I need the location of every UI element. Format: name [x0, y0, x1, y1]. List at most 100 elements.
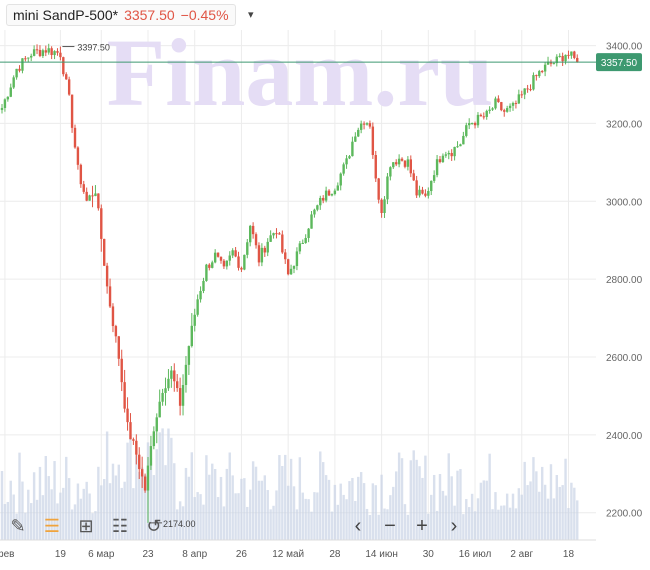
candle-body — [53, 51, 56, 56]
zoom-in-icon[interactable]: + — [416, 514, 428, 537]
candle-body — [190, 325, 193, 347]
pencil-icon[interactable]: ✎ — [10, 515, 26, 536]
volume-bar — [149, 458, 153, 540]
volume-bar — [447, 453, 450, 540]
volume-bar — [316, 492, 319, 540]
candle-body — [371, 126, 375, 156]
ticker-change: −0.45% — [180, 7, 229, 23]
candle-body — [243, 254, 246, 270]
candle-body — [438, 159, 442, 163]
volume-bar — [59, 492, 62, 540]
volume-bar — [173, 463, 176, 540]
ticker-selector[interactable]: mini SandP-500* 3357.50 −0.45% — [6, 4, 236, 26]
candle-body — [246, 242, 249, 255]
reset-icon[interactable]: ↺ — [146, 515, 162, 536]
volume-bar — [62, 487, 65, 540]
candle-body — [462, 135, 465, 145]
candle-body — [316, 205, 319, 210]
candle-body — [18, 68, 21, 71]
volume-bar — [430, 494, 433, 540]
candle-body — [266, 241, 269, 253]
volume-bar — [470, 493, 474, 540]
volume-bar — [38, 466, 42, 540]
volume-bar — [82, 488, 85, 540]
candle-body — [412, 173, 415, 181]
y-tick-label: 2800.00 — [606, 275, 643, 286]
volume-bar — [111, 463, 115, 540]
volume-bar — [30, 503, 33, 540]
candle-body — [70, 94, 74, 128]
price-annotations: 3357.50 3397.50 2174.00 — [0, 43, 642, 529]
zoom-out-icon[interactable]: − — [384, 514, 396, 537]
volume-bar — [231, 475, 234, 540]
candle-body — [164, 388, 167, 393]
scroll-left-icon[interactable]: ‹ — [354, 514, 362, 537]
volume-bar — [301, 492, 304, 540]
volume-bar — [41, 495, 45, 540]
candle-body — [468, 123, 471, 126]
candle-body — [213, 252, 217, 263]
candle-body — [505, 108, 509, 112]
volume-bar — [103, 479, 106, 540]
volume-bar — [494, 492, 497, 540]
volume-bar — [152, 475, 156, 540]
volume-bar — [105, 431, 109, 540]
volume-bar — [167, 428, 170, 540]
candle-body — [330, 194, 334, 196]
volume-bar — [0, 471, 4, 540]
volume-bar — [275, 490, 278, 540]
candle-body — [313, 209, 316, 215]
x-tick-label: 30 — [423, 549, 435, 560]
max-label: 3397.50 — [77, 43, 110, 53]
volume-bar — [108, 483, 112, 540]
candle-body — [339, 173, 342, 186]
volume-bar — [336, 504, 339, 540]
candle-body — [260, 247, 264, 263]
volume-bar — [397, 452, 401, 540]
volume-bar — [345, 499, 348, 540]
x-tick-label: 8 апр — [182, 549, 207, 560]
candle-body — [240, 267, 243, 270]
volume-bar — [281, 465, 284, 540]
volume-bar — [304, 498, 307, 540]
indicators-icon[interactable]: ☰ — [43, 515, 61, 536]
volume-bar — [97, 466, 100, 540]
candle-body — [76, 147, 80, 165]
candle-body — [310, 214, 313, 229]
volume-bar — [453, 505, 456, 540]
volume-bar — [558, 486, 561, 540]
add-chart-icon[interactable]: ⊞ — [78, 515, 94, 536]
volume-bar — [266, 490, 269, 540]
candle-body — [529, 89, 532, 91]
volume-bar — [284, 454, 287, 540]
candle-body — [176, 381, 179, 389]
candle-body — [50, 48, 53, 56]
chevron-down-icon[interactable]: ▾ — [248, 9, 254, 21]
candle-body — [532, 75, 535, 90]
candle-body — [377, 178, 380, 200]
settings-sliders-icon[interactable]: ☷ — [111, 515, 129, 536]
volume-bar — [444, 495, 448, 540]
candle-body — [301, 242, 304, 244]
volume-bar — [88, 493, 91, 540]
volume-bar — [263, 475, 266, 540]
candle-body — [526, 88, 529, 90]
candle-body — [123, 382, 126, 409]
volume-bar — [164, 465, 167, 540]
candle-body — [546, 61, 550, 65]
volume-bar — [567, 508, 570, 540]
scroll-right-icon[interactable]: › — [450, 514, 458, 537]
volume-bar — [342, 494, 345, 540]
candle-body — [251, 225, 255, 235]
x-tick-label: 6 мар — [88, 549, 115, 560]
candlesticks — [0, 43, 579, 523]
y-tick-label: 3000.00 — [606, 197, 643, 208]
volume-bar — [348, 481, 351, 540]
candle-body — [456, 146, 459, 148]
candle-body — [389, 167, 392, 177]
volume-bar — [254, 466, 258, 540]
volume-bar — [441, 490, 445, 540]
last-price-label: 3357.50 — [601, 58, 638, 69]
candle-body — [319, 197, 322, 206]
